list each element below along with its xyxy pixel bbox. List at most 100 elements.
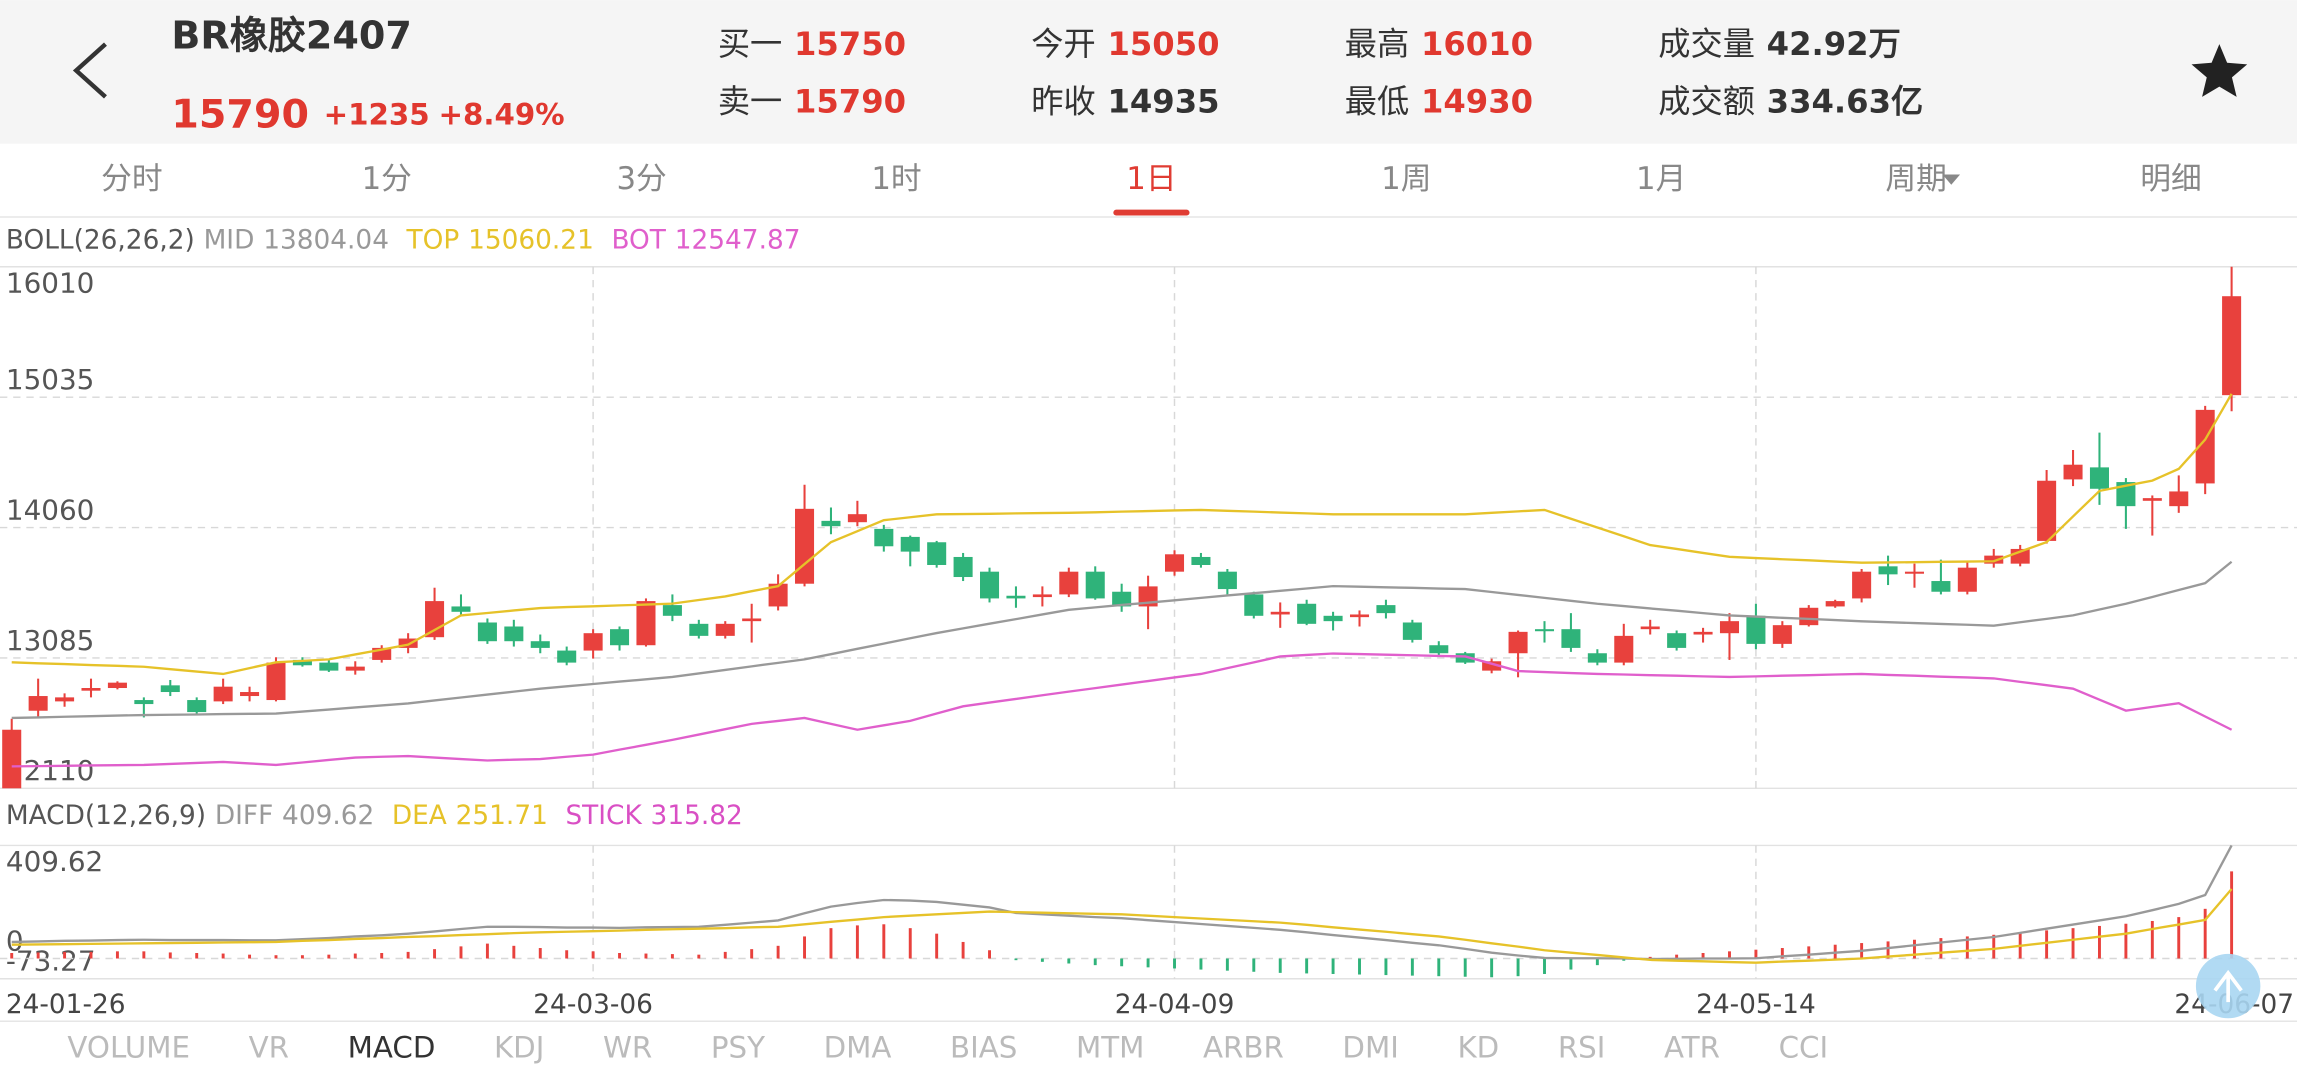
candle-body xyxy=(425,601,445,638)
candle-body xyxy=(1587,653,1607,663)
candle-body xyxy=(345,666,365,671)
period-tab[interactable]: 明细 xyxy=(2140,161,2202,197)
candle-body xyxy=(795,508,815,584)
indicator-tab[interactable]: ATR xyxy=(1664,1031,1720,1065)
favorite-star[interactable] xyxy=(2191,44,2248,97)
indicator-tab[interactable]: VOLUME xyxy=(67,1031,190,1065)
candle-body xyxy=(1746,615,1766,644)
legend-text: MACD(12,26,9) xyxy=(6,801,206,831)
candle-body xyxy=(266,662,286,701)
y-tick-label: 16010 xyxy=(6,266,95,299)
quote-label: 今开 xyxy=(1031,25,1095,63)
candle-body xyxy=(927,542,947,565)
indicator-tab[interactable]: CCI xyxy=(1779,1031,1829,1065)
y-tick-label: 15035 xyxy=(6,363,95,396)
period-tab[interactable]: 1分 xyxy=(362,161,412,197)
legend-text: 251.71 xyxy=(456,801,548,831)
candle-body xyxy=(1349,614,1370,618)
boll-line xyxy=(11,652,2233,768)
candle-body xyxy=(107,682,127,689)
float-button-icon xyxy=(2213,969,2243,1003)
candle-body xyxy=(2222,296,2242,396)
tab-indicator xyxy=(1113,209,1190,216)
legend-text: BOLL(26,26,2) xyxy=(6,225,195,255)
candle-body xyxy=(715,623,735,636)
candle-body xyxy=(2116,482,2136,507)
period-tab[interactable]: 3分 xyxy=(616,161,666,197)
candle-body xyxy=(398,638,418,648)
indicator-tab[interactable]: WR xyxy=(603,1031,652,1065)
candle-body xyxy=(134,700,154,705)
period-tab[interactable]: 1时 xyxy=(871,161,921,197)
price-change-pct: +8.49% xyxy=(438,97,564,131)
indicator-tab[interactable]: MTM xyxy=(1076,1031,1144,1065)
period-tab[interactable]: 周期 xyxy=(1885,161,1947,197)
candle-body xyxy=(477,622,497,642)
quote-label: 昨收 xyxy=(1031,82,1095,120)
candle-body xyxy=(451,606,471,612)
x-tick-label: 24-04-09 xyxy=(1115,990,1235,1020)
candle-body xyxy=(1719,621,1740,634)
candle-body xyxy=(1772,625,1792,644)
candle-body xyxy=(1164,554,1185,572)
indicator-tab[interactable]: MACD xyxy=(348,1031,436,1065)
indicator-tab[interactable]: VR xyxy=(249,1031,289,1065)
candle-body xyxy=(1191,556,1211,565)
indicator-tab[interactable]: KD xyxy=(1457,1031,1499,1065)
last-price: 15790 xyxy=(171,91,309,137)
candle-body xyxy=(1059,571,1079,595)
indicator-tab[interactable]: KDJ xyxy=(494,1031,544,1065)
price-change: +1235 xyxy=(324,97,430,131)
candle-body xyxy=(768,583,788,607)
candle-body xyxy=(662,605,682,616)
candle-body xyxy=(583,633,603,651)
candle-body xyxy=(1984,555,2004,564)
candle-body xyxy=(1297,603,1317,624)
candle-body xyxy=(1508,631,1528,654)
indicator-tab[interactable]: DMI xyxy=(1342,1031,1398,1065)
quote-label: 卖一 xyxy=(718,82,782,120)
quote-value: 14930 xyxy=(1421,82,1533,120)
quote-value: 15790 xyxy=(794,82,906,120)
candle-body xyxy=(636,601,656,646)
candle-body xyxy=(1852,571,1872,599)
period-tab[interactable]: 1周 xyxy=(1381,161,1431,197)
candle-body xyxy=(1534,629,1555,632)
indicator-tab[interactable]: DMA xyxy=(824,1031,892,1065)
indicator-tab[interactable]: RSI xyxy=(1558,1031,1606,1065)
candle-body xyxy=(81,688,101,691)
quote-value: 15750 xyxy=(794,25,906,63)
candle-body xyxy=(1614,635,1634,663)
candle-body xyxy=(1799,607,1819,626)
candle-body xyxy=(240,692,260,697)
indicator-tab[interactable]: BIAS xyxy=(950,1031,1017,1065)
legend-text: 12547.87 xyxy=(675,225,801,255)
candle-body xyxy=(530,641,550,648)
candle-body xyxy=(557,650,577,663)
candle-body xyxy=(2169,491,2189,507)
candle-body xyxy=(1667,633,1687,648)
candle-body xyxy=(874,528,894,547)
macd-line xyxy=(11,888,2233,964)
candle-body xyxy=(1455,653,1475,663)
candle-body xyxy=(504,626,524,642)
quote-value: 42.92万 xyxy=(1767,25,1901,63)
candle-body xyxy=(1640,626,1660,630)
quote-label: 成交额 xyxy=(1658,82,1755,120)
legend-text: STICK xyxy=(565,801,642,831)
back-button[interactable] xyxy=(72,42,107,99)
legend-text: 409.62 xyxy=(282,801,374,831)
candle-body xyxy=(160,685,180,693)
candle-body xyxy=(1878,566,1898,575)
quote-label: 最高 xyxy=(1345,25,1409,63)
candle-body xyxy=(1931,581,1951,592)
period-tab[interactable]: 1月 xyxy=(1636,161,1686,197)
candle-body xyxy=(1323,615,1343,622)
candle-body xyxy=(1429,645,1449,654)
indicator-tab[interactable]: ARBR xyxy=(1203,1031,1284,1065)
y-tick-label: -73.27 xyxy=(6,945,96,978)
indicator-tab[interactable]: PSY xyxy=(711,1031,765,1065)
period-tab[interactable]: 分时 xyxy=(101,161,163,197)
period-tab[interactable]: 1日 xyxy=(1126,161,1176,197)
quote-label: 买一 xyxy=(718,25,782,63)
